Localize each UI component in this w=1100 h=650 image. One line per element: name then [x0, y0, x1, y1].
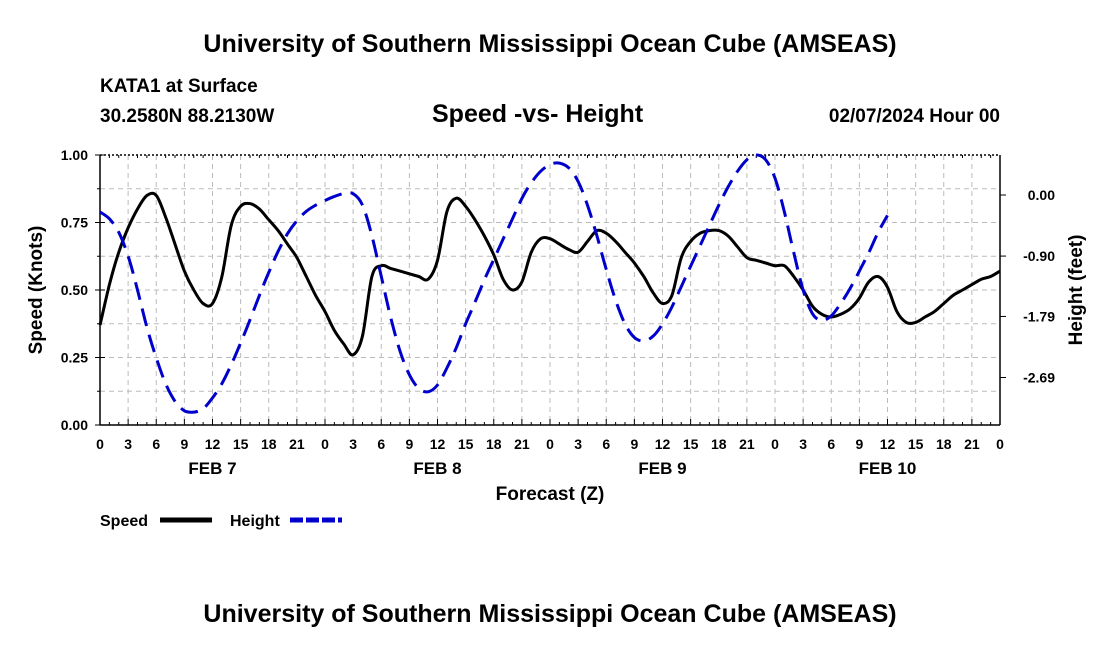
forecast-datetime: 02/07/2024 Hour 00 [828, 106, 1000, 127]
left-tick-label: 0.00 [61, 417, 88, 433]
left-tick-label: 0.25 [61, 350, 88, 366]
right-tick-label: -1.79 [1023, 308, 1055, 324]
x-tick-label: 18 [486, 436, 502, 452]
x-tick-label: 15 [908, 436, 924, 452]
x-tick-label: 15 [683, 436, 699, 452]
left-tick-label: 0.75 [61, 215, 88, 231]
x-tick-label: 18 [936, 436, 952, 452]
legend-label-height: Height [230, 513, 280, 530]
x-tick-label: 0 [996, 436, 1004, 452]
x-tick-label: 15 [458, 436, 474, 452]
x-tick-label: 18 [261, 436, 277, 452]
x-tick-label: 0 [321, 436, 329, 452]
x-tick-label: 21 [514, 436, 530, 452]
x-tick-label: 12 [430, 436, 446, 452]
x-tick-label: 0 [96, 436, 104, 452]
day-label: FEB 9 [638, 459, 686, 478]
x-tick-label: 21 [964, 436, 980, 452]
x-tick-label: 6 [827, 436, 835, 452]
x-tick-label: 0 [546, 436, 554, 452]
x-tick-label: 15 [233, 436, 249, 452]
x-axis-title: Forecast (Z) [496, 484, 605, 505]
legend-label-speed: Speed [100, 513, 148, 530]
x-tick-label: 21 [739, 436, 755, 452]
x-tick-label: 12 [655, 436, 671, 452]
x-tick-label: 9 [630, 436, 638, 452]
x-tick-label: 3 [799, 436, 807, 452]
x-tick-label: 3 [124, 436, 132, 452]
x-tick-label: 6 [602, 436, 610, 452]
top-title: University of Southern Mississippi Ocean… [203, 30, 897, 58]
left-tick-label: 1.00 [61, 147, 88, 163]
right-tick-label: -2.69 [1023, 370, 1055, 386]
x-tick-label: 12 [880, 436, 896, 452]
x-tick-label: 12 [205, 436, 221, 452]
chart-subtitle: Speed -vs- Height [432, 100, 644, 128]
x-tick-label: 21 [289, 436, 305, 452]
x-tick-label: 6 [152, 436, 160, 452]
left-tick-label: 0.50 [61, 282, 88, 298]
bottom-title: University of Southern Mississippi Ocean… [203, 600, 897, 628]
left-axis-title: Speed (Knots) [26, 226, 47, 355]
x-tick-label: 0 [771, 436, 779, 452]
day-label: FEB 8 [413, 459, 461, 478]
right-axis-title: Height (feet) [1066, 235, 1087, 346]
day-label: FEB 10 [859, 459, 917, 478]
x-tick-label: 3 [574, 436, 582, 452]
right-tick-label: 0.00 [1028, 187, 1055, 203]
x-tick-label: 9 [855, 436, 863, 452]
series-line-speed [98, 191, 1001, 357]
x-tick-label: 6 [377, 436, 385, 452]
right-tick-label: -0.90 [1023, 248, 1055, 264]
station-name: KATA1 at Surface [100, 76, 258, 97]
x-tick-label: 9 [405, 436, 413, 452]
x-tick-label: 3 [349, 436, 357, 452]
x-tick-label: 18 [711, 436, 727, 452]
x-tick-label: 9 [180, 436, 188, 452]
day-label: FEB 7 [188, 459, 236, 478]
station-coordinates: 30.2580N 88.2130W [100, 106, 275, 127]
